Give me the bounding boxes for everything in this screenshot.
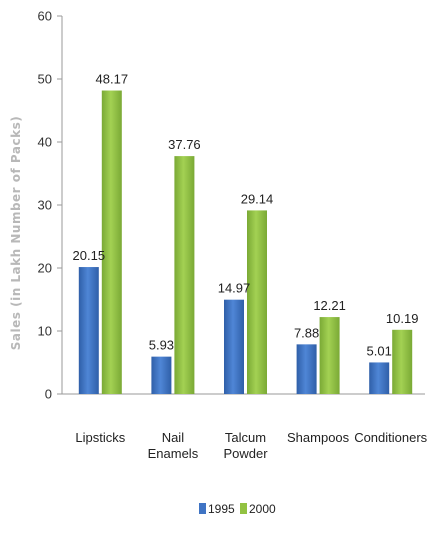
y-tick-label: 10 bbox=[38, 324, 52, 339]
data-label-2000-4: 10.19 bbox=[386, 311, 419, 326]
y-tick-label: 0 bbox=[45, 387, 52, 402]
bar-1995-1 bbox=[151, 356, 172, 394]
y-axis-title: Sales (in Lakh Number of Packs) bbox=[9, 116, 23, 350]
data-label-2000-0: 48.17 bbox=[96, 72, 129, 87]
bar-2000-4 bbox=[392, 329, 413, 394]
y-axis-title-group: Sales (in Lakh Number of Packs) bbox=[9, 116, 23, 350]
bar-2000-3 bbox=[319, 317, 340, 394]
bar-2000-1 bbox=[174, 156, 195, 394]
legend-label-2000: 2000 bbox=[249, 502, 276, 516]
bar-2000-0 bbox=[101, 90, 122, 395]
y-tick-label: 40 bbox=[38, 135, 52, 150]
data-label-1995-1: 5.93 bbox=[149, 338, 174, 353]
y-tick-label: 20 bbox=[38, 261, 52, 276]
bar-1995-0 bbox=[78, 267, 99, 394]
bar-1995-2 bbox=[224, 299, 244, 394]
data-label-1995-2: 14.97 bbox=[218, 281, 251, 296]
data-label-2000-1: 37.76 bbox=[168, 137, 201, 152]
data-label-1995-0: 20.15 bbox=[73, 248, 106, 263]
legend: 1995 2000 bbox=[199, 502, 276, 516]
y-tick-label: 50 bbox=[38, 72, 52, 87]
y-tick-label: 30 bbox=[38, 198, 52, 213]
y-tick-label: 60 bbox=[38, 9, 52, 24]
bar-1995-4 bbox=[369, 362, 390, 394]
data-label-2000-2: 29.14 bbox=[241, 191, 274, 206]
x-tick-label: Nail Enamels bbox=[148, 430, 199, 461]
legend-label-1995: 1995 bbox=[208, 502, 235, 516]
x-tick-label: Talcum Powder bbox=[223, 430, 268, 461]
legend-swatch-2000 bbox=[240, 503, 247, 514]
data-labels: 20.15 48.17 Lipsticks 5.93 37.76 Nail Enamels 1… bbox=[73, 72, 428, 461]
data-label-1995-3: 7.88 bbox=[294, 325, 319, 340]
data-label-2000-3: 12.21 bbox=[313, 298, 346, 313]
x-tick-label: Lipsticks bbox=[75, 430, 125, 445]
legend-swatch-1995 bbox=[199, 503, 206, 514]
bar-2000-2 bbox=[247, 210, 267, 394]
x-tick-label: Conditioners bbox=[354, 430, 427, 445]
bars bbox=[78, 90, 413, 395]
data-label-1995-4: 5.01 bbox=[367, 343, 392, 358]
axes: 0 10 20 30 40 50 60 bbox=[38, 9, 425, 402]
x-tick-label: Shampoos bbox=[287, 430, 350, 445]
bar-1995-3 bbox=[296, 344, 317, 394]
